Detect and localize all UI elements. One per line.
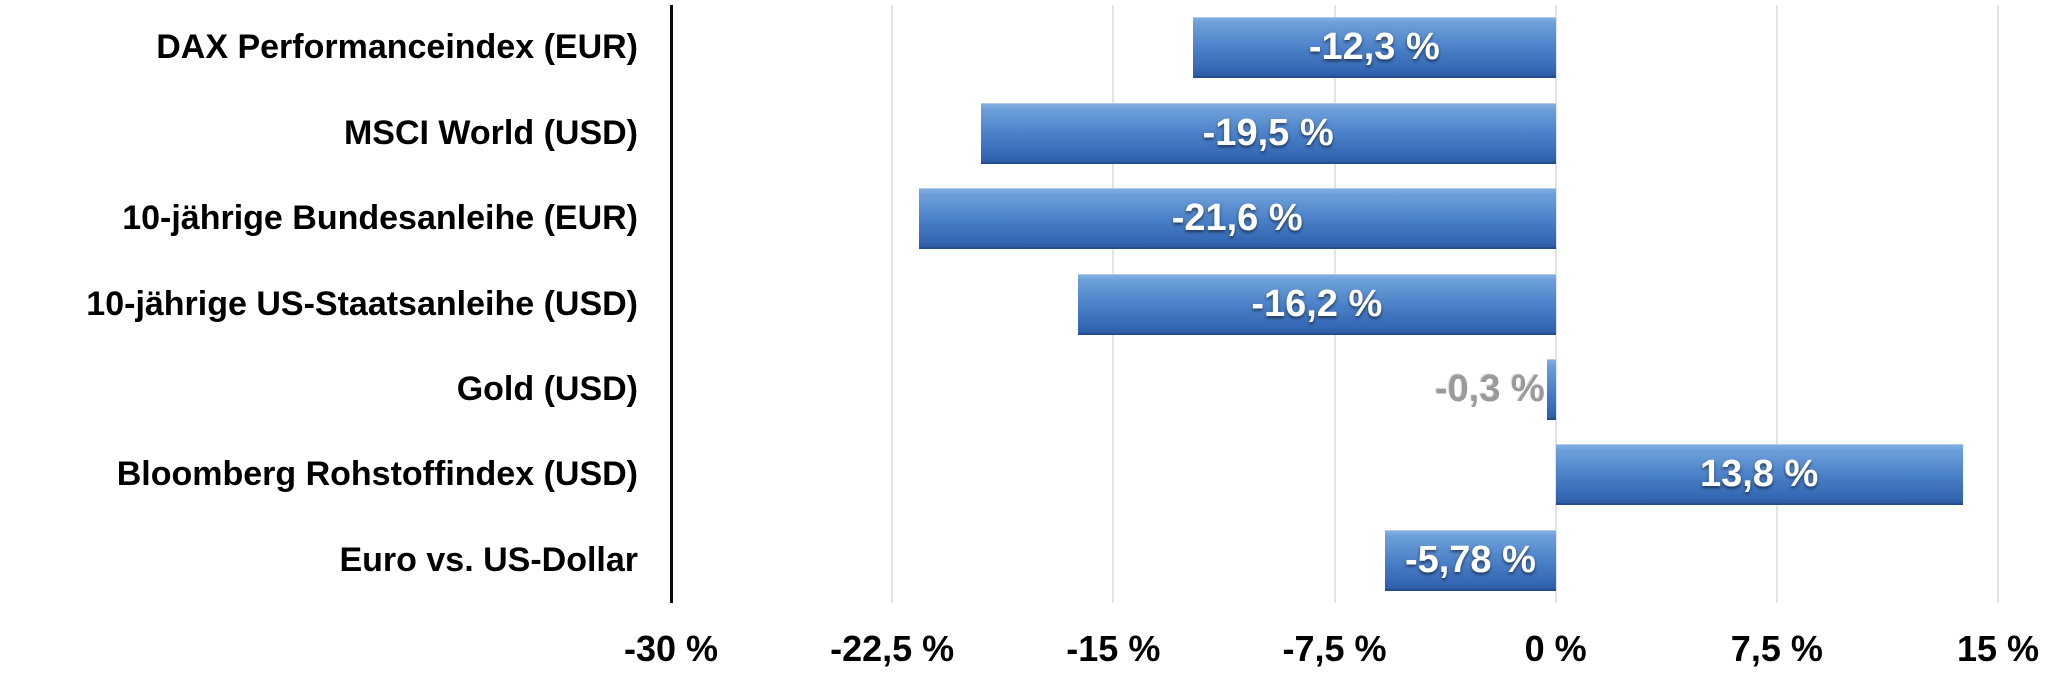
gridline [891, 5, 894, 603]
category-label: MSCI World (USD) [343, 113, 638, 152]
y-axis-line [669, 5, 673, 603]
x-tick-label: -7,5 % [1282, 628, 1387, 669]
bar-value-label: -0,3 % [1434, 367, 1545, 410]
category-label: DAX Performanceindex (EUR) [156, 28, 638, 67]
x-tick-label: -22,5 % [830, 628, 955, 669]
bar-value-label: -19,5 % [1202, 111, 1334, 154]
bar: -5,78 % [1385, 529, 1556, 591]
x-tick-label: -15 % [1066, 628, 1161, 669]
bar-value-label: -16,2 % [1251, 282, 1383, 325]
bar-value-label: 13,8 % [1699, 453, 1819, 496]
bar: -16,2 % [1077, 273, 1556, 335]
gridline [1775, 5, 1778, 603]
category-label: Gold (USD) [456, 369, 638, 408]
x-tick-label: 7,5 % [1730, 628, 1823, 669]
gridline [1554, 5, 1557, 603]
bar [1546, 358, 1556, 420]
bar-value-label: -21,6 % [1171, 197, 1303, 240]
x-tick-label: 15 % [1956, 628, 2040, 669]
bar: -19,5 % [980, 102, 1556, 164]
x-tick-label: -30 % [623, 628, 719, 669]
category-label: 10-jährige Bundesanleihe (EUR) [122, 199, 638, 238]
bar: 13,8 % [1555, 444, 1963, 506]
gridline [1997, 5, 1999, 603]
category-label: 10-jährige US-Staatsanleihe (USD) [86, 284, 638, 323]
bar-value-label: -5,78 % [1404, 538, 1536, 581]
bar: -12,3 % [1192, 17, 1556, 79]
x-tick-label: 0 % [1524, 628, 1587, 669]
category-label: Euro vs. US-Dollar [339, 540, 638, 579]
category-label: Bloomberg Rohstoffindex (USD) [116, 455, 638, 494]
bar-value-label: -12,3 % [1308, 26, 1440, 69]
bar: -21,6 % [918, 188, 1556, 250]
